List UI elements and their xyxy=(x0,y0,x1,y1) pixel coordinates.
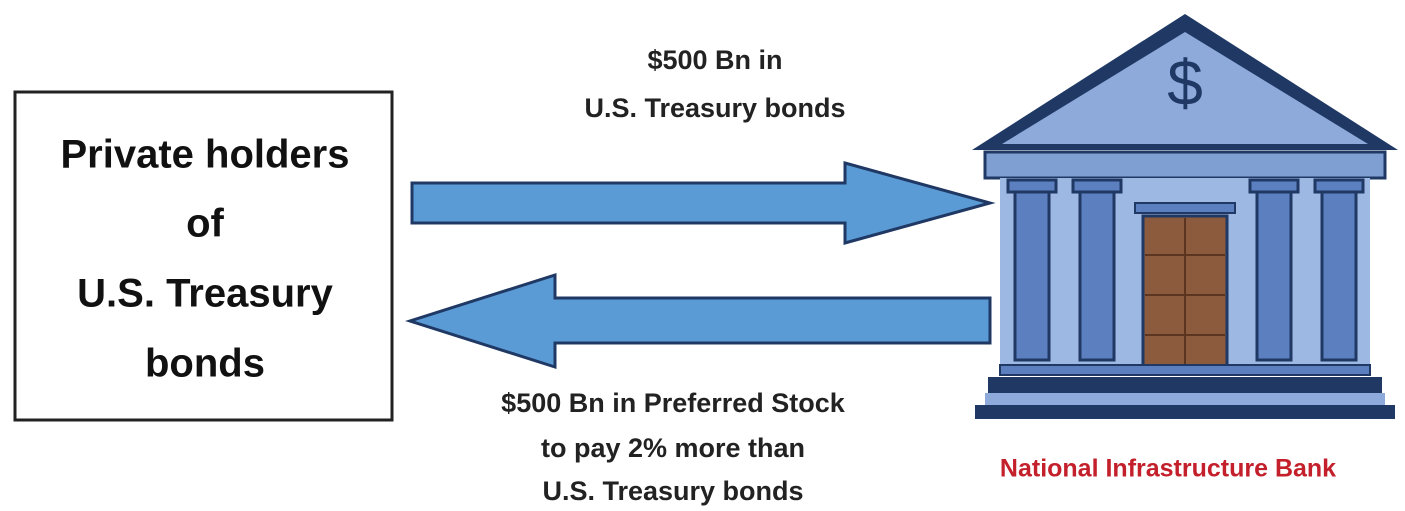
roof-inner xyxy=(1002,32,1368,144)
arrow-left xyxy=(405,272,992,370)
dollar-sign: $ xyxy=(1167,47,1203,119)
box-line: bonds xyxy=(145,342,265,386)
column-cap xyxy=(1313,178,1365,194)
bottom-label: to pay 2% more than xyxy=(541,433,805,463)
box-line: Private holders xyxy=(60,133,349,177)
column xyxy=(1078,190,1116,362)
box-line: of xyxy=(186,202,224,246)
column-cap xyxy=(1071,178,1123,194)
bank-label: National Infrastructure Bank xyxy=(1000,455,1336,483)
bank-icon: $ xyxy=(972,14,1398,419)
column xyxy=(1255,190,1293,362)
top-label: U.S. Treasury bonds xyxy=(584,93,845,123)
holders-box xyxy=(13,90,394,422)
arrow-right xyxy=(410,161,996,245)
top-label: $500 Bn in xyxy=(647,45,782,75)
entablature xyxy=(983,150,1387,180)
step xyxy=(975,405,1395,419)
column-cap xyxy=(1006,178,1058,194)
column-cap xyxy=(1248,178,1300,194)
door-lintel xyxy=(1134,202,1236,214)
bottom-label: U.S. Treasury bonds xyxy=(542,476,803,506)
column xyxy=(1320,190,1358,362)
column xyxy=(1013,190,1051,362)
box-line: U.S. Treasury xyxy=(77,272,333,316)
step xyxy=(988,377,1382,393)
step xyxy=(985,393,1385,405)
bottom-label: $500 Bn in Preferred Stock xyxy=(501,388,846,418)
base xyxy=(999,364,1371,376)
